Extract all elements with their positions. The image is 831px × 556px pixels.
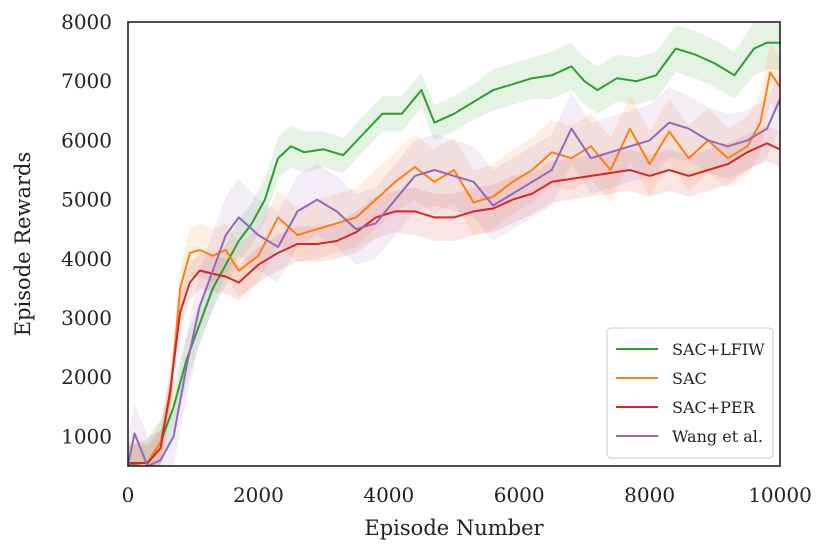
band-sac-per (128, 125, 780, 466)
x-tick-label: 8000 (624, 483, 675, 507)
y-axis-ticks: 1000 2000 3000 4000 5000 6000 7000 8000 (61, 10, 112, 448)
x-axis-ticks: 0 2000 4000 6000 8000 10000 (122, 483, 812, 507)
y-tick-label: 4000 (61, 247, 112, 271)
y-axis-label: Episode Rewards (11, 152, 35, 336)
line-wang-et-al (128, 98, 780, 466)
legend-label-sac-per: SAC+PER (672, 398, 756, 417)
x-tick-label: 10000 (748, 483, 812, 507)
y-tick-label: 5000 (61, 188, 112, 212)
y-tick-label: 3000 (61, 306, 112, 330)
plot-frame (127, 21, 781, 467)
band-sac-lfiw (128, 22, 780, 466)
confidence-bands (128, 22, 780, 466)
line-sac (128, 71, 780, 464)
y-tick-label: 8000 (61, 10, 112, 34)
line-sac-lfiw (128, 41, 780, 466)
legend-label-wang-et-al: Wang et al. (672, 427, 763, 446)
x-tick-label: 4000 (363, 483, 414, 507)
y-tick-label: 1000 (61, 424, 112, 448)
x-axis-label: Episode Number (364, 516, 544, 540)
y-tick-label: 6000 (61, 128, 112, 152)
line-sac-per (128, 142, 780, 464)
x-tick-label: 0 (122, 483, 135, 507)
band-sac (128, 42, 780, 466)
x-tick-label: 6000 (494, 483, 545, 507)
legend-label-sac: SAC (672, 369, 707, 388)
legend: SAC+LFIW SAC SAC+PER Wang et al. (606, 327, 774, 459)
x-tick-label: 2000 (233, 483, 284, 507)
y-tick-label: 2000 (61, 365, 112, 389)
band-wang-et-al (128, 72, 780, 466)
legend-box (606, 327, 774, 459)
y-tick-label: 7000 (61, 69, 112, 93)
legend-label-sac-lfiw: SAC+LFIW (672, 340, 765, 359)
series-lines (128, 41, 780, 466)
